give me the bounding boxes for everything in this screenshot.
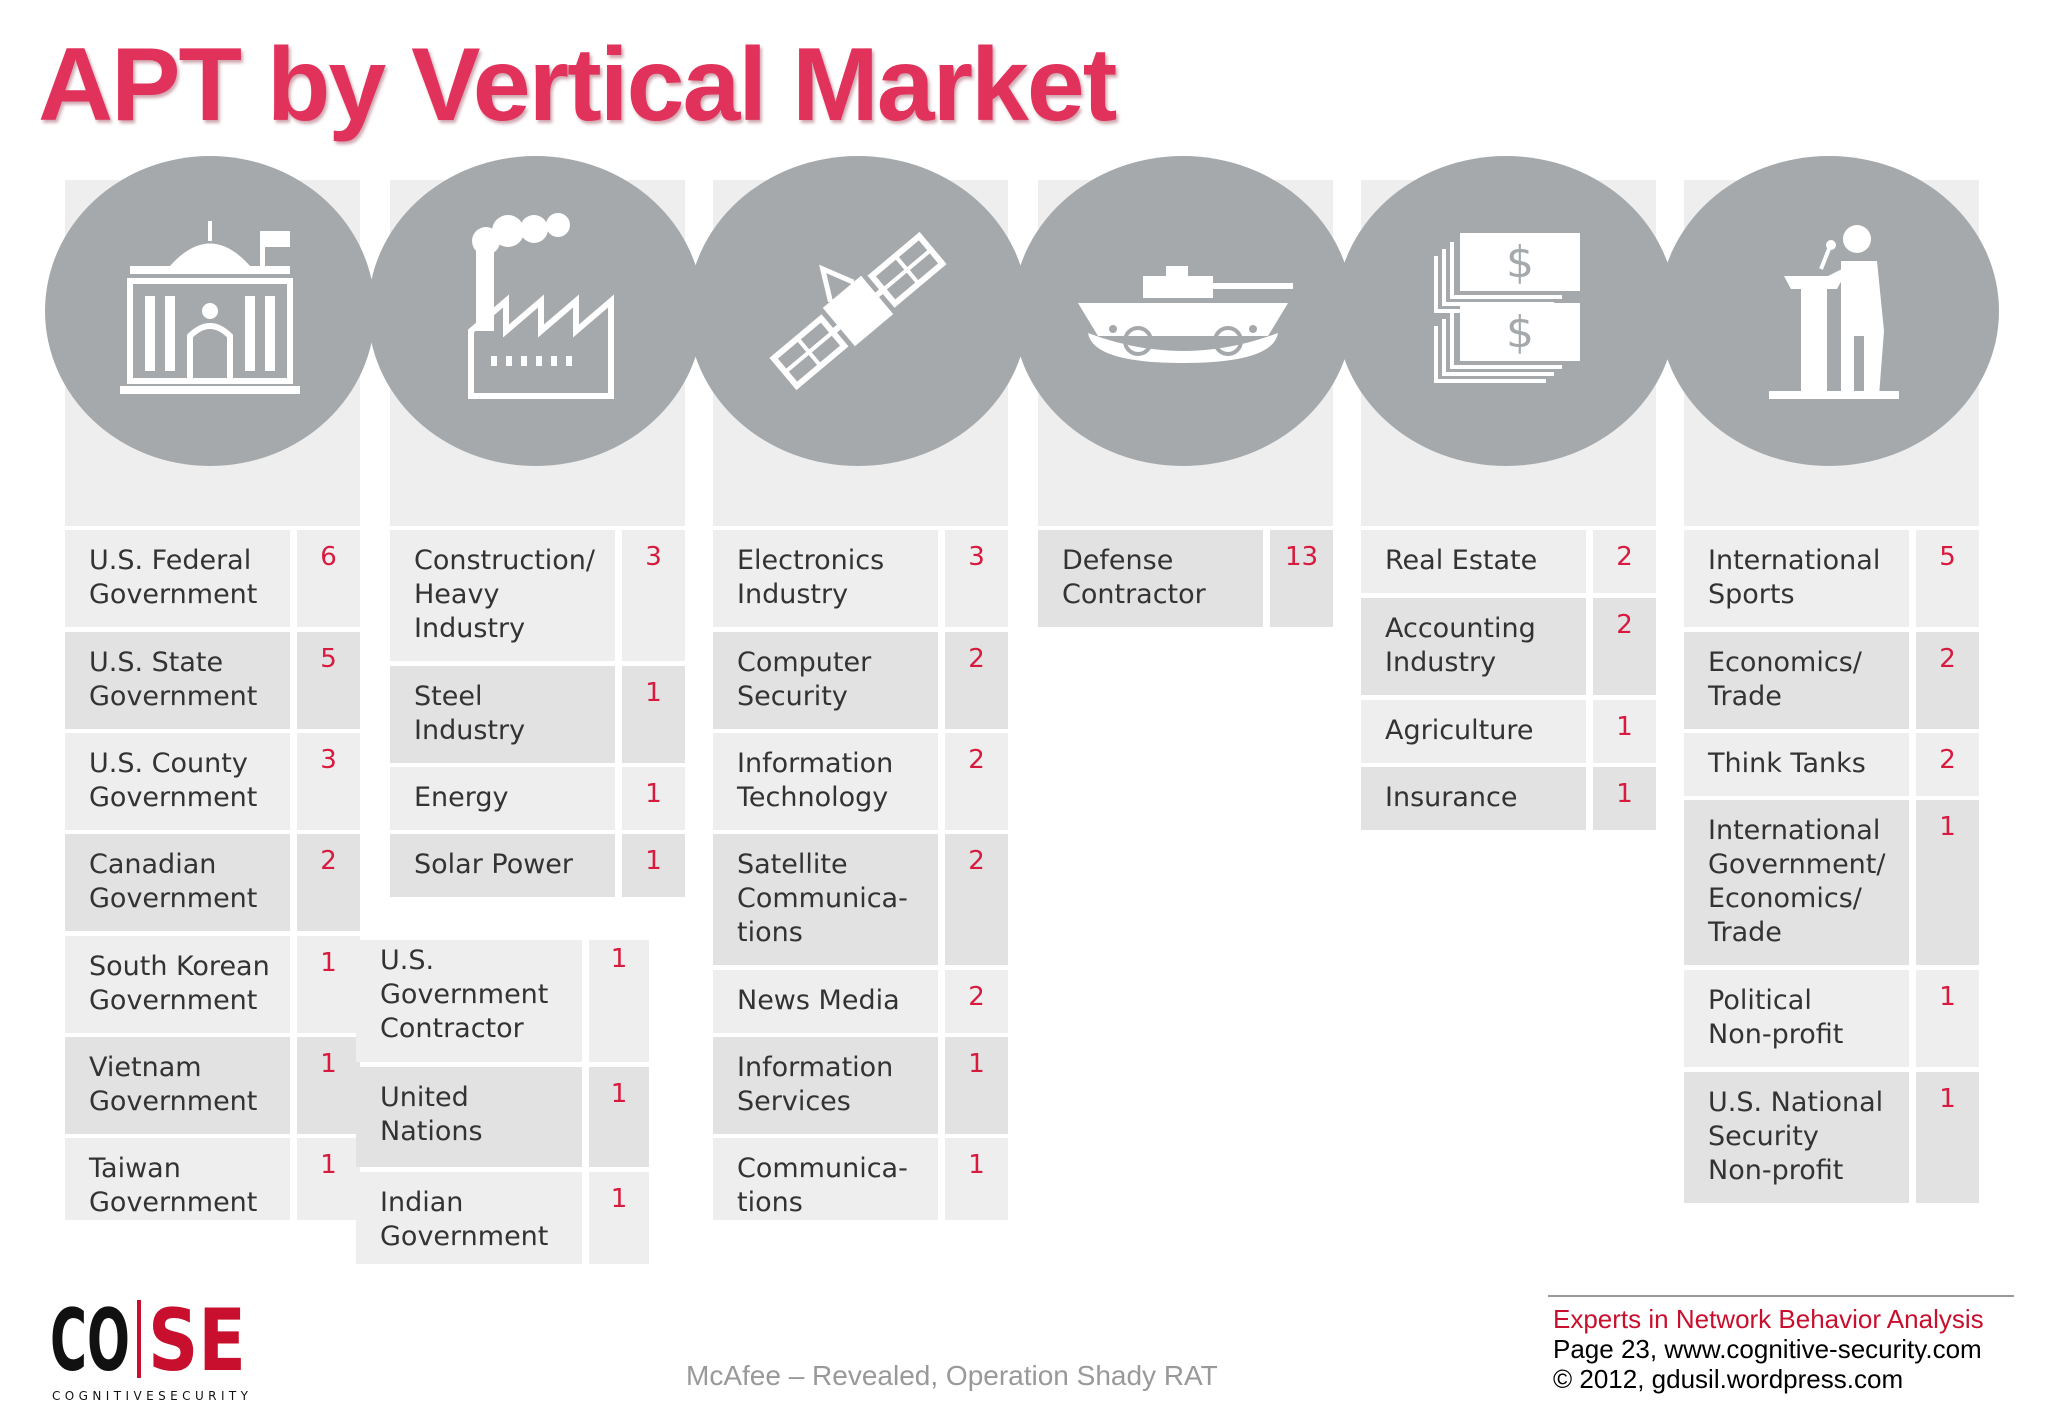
list-item: Computer Security 2 [713, 632, 1008, 729]
list-item: Information Services 1 [713, 1037, 1008, 1134]
svg-text:SE: SE [148, 1291, 246, 1391]
list-item: Energy 1 [390, 767, 685, 830]
list-item: Economics/Trade 2 [1684, 632, 1979, 729]
footer-copyright: © 2012, gdusil.wordpress.com [1553, 1364, 1904, 1394]
list-item: International Government/Economics/Trade 1 [1684, 800, 1979, 965]
list-item: U.S. Federal Government 6 [65, 530, 360, 627]
list-item: Steel Industry 1 [390, 666, 685, 763]
svg-text:$: $ [1506, 307, 1534, 358]
list-item: Insurance 1 [1361, 767, 1656, 830]
list-item: Accounting Industry 2 [1361, 598, 1656, 695]
footer-tagline: Experts in Network Behavior Analysis [1553, 1304, 1984, 1334]
speaker-podium-icon [1659, 156, 1999, 466]
page-title: APT by Vertical Market [38, 27, 1117, 143]
satellite-icon [688, 156, 1028, 466]
list-item: Construction/Heavy Industry 3 [390, 530, 685, 661]
footer-page-url: Page 23, www.cognitive-security.com [1553, 1334, 1982, 1364]
list-item: Defense Contractor 13 [1038, 530, 1333, 627]
list-item: Vietnam Government 1 [65, 1037, 360, 1134]
list-item: News Media 2 [713, 970, 1008, 1033]
svg-text:$: $ [1506, 237, 1534, 288]
list-item: U.S. County Government 3 [65, 733, 360, 830]
footer-divider [1548, 1295, 2014, 1297]
list-item: Taiwan Government 1 [65, 1138, 360, 1220]
tank-icon [1013, 156, 1353, 466]
list-item: South Korean Government 1 [65, 936, 360, 1033]
list-item: Political Non-profit 1 [1684, 970, 1979, 1067]
list-item: Canadian Government 2 [65, 834, 360, 931]
list-item: United Nations 1 [356, 1067, 649, 1167]
list-item: Communica-tions 1 [713, 1138, 1008, 1220]
source-citation: McAfee – Revealed, Operation Shady RAT [686, 1360, 1218, 1391]
list-item: Solar Power 1 [390, 834, 685, 897]
svg-text:CO: CO [50, 1291, 130, 1391]
cose-logo: CO SE COGNITIVESECURITY [50, 1290, 250, 1410]
list-item: U.S. Government Contractor 1 [356, 940, 649, 1062]
list-item: Think Tanks 2 [1684, 733, 1979, 796]
svg-text:COGNITIVESECURITY: COGNITIVESECURITY [52, 1389, 249, 1403]
list-item: Real Estate 2 [1361, 530, 1656, 593]
list-item: Electronics Industry 3 [713, 530, 1008, 627]
list-item: Satellite Communica-tions 2 [713, 834, 1008, 965]
list-item: Indian Government 1 [356, 1172, 649, 1264]
government-building-icon [45, 156, 375, 466]
list-item: Information Technology 2 [713, 733, 1008, 830]
list-item: International Sports 5 [1684, 530, 1979, 627]
money-icon: $ $ [1336, 156, 1676, 466]
factory-icon [368, 156, 703, 466]
list-item: U.S. National Security Non-profit 1 [1684, 1072, 1979, 1203]
list-item: U.S. State Government 5 [65, 632, 360, 729]
list-item: Agriculture 1 [1361, 700, 1656, 763]
